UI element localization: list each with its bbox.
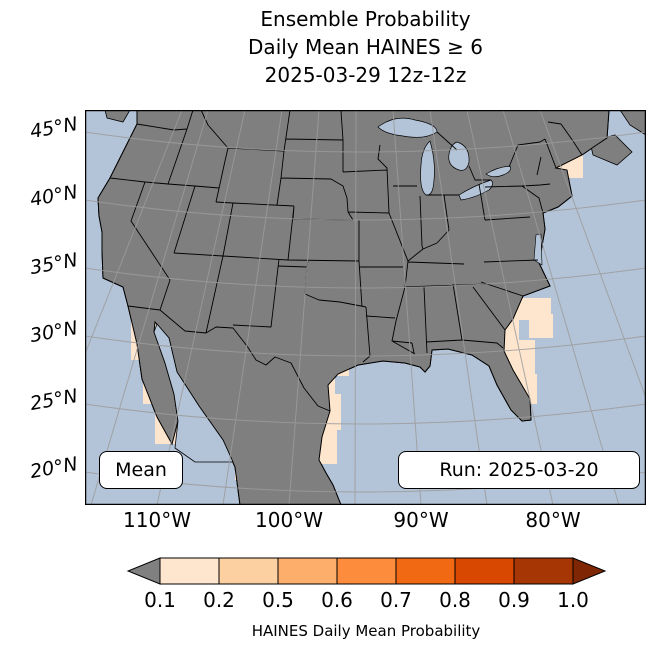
run-annotation-box: Run: 2025-03-20 (398, 451, 640, 489)
lat-label-25n: 25°N (28, 385, 80, 416)
lon-label-90w: 90°W (393, 508, 449, 532)
colorbar-segment (218, 557, 279, 585)
colorbar-segment (277, 557, 338, 585)
colorbar-tick: 0.2 (203, 588, 235, 612)
probability-cell (529, 314, 553, 338)
colorbar-segment (336, 557, 397, 585)
lat-label-40n: 40°N (28, 181, 80, 212)
colorbar-segment (395, 557, 456, 585)
colorbar-tick: 0.5 (262, 588, 294, 612)
lon-label-110w: 110°W (123, 508, 191, 532)
colorbar-tick: 0.8 (439, 588, 471, 612)
colorbar-tick: 0.6 (321, 588, 353, 612)
graticule (84, 109, 647, 506)
title-line-1: Ensemble Probability (260, 7, 471, 31)
title-line-2: Daily Mean HAINES ≥ 6 (248, 35, 483, 59)
colorbar-under-arrow (126, 557, 161, 585)
colorbar-segment (454, 557, 515, 585)
mean-label: Mean (115, 459, 167, 481)
map-frame (84, 109, 647, 506)
lat-label-45n: 45°N (28, 113, 80, 144)
lat-label-30n: 30°N (28, 317, 80, 348)
map-canvas (84, 109, 647, 506)
map-svg (84, 109, 647, 506)
colorbar-tick: 0.7 (380, 588, 412, 612)
run-label: Run: 2025-03-20 (439, 459, 599, 481)
lake-ontario (485, 165, 512, 178)
lon-label-100w: 100°W (255, 508, 323, 532)
colorbar (126, 557, 607, 585)
colorbar-segment (159, 557, 220, 585)
colorbar-label: HAINES Daily Mean Probability (251, 622, 481, 640)
title-line-3: 2025-03-29 12z-12z (264, 63, 467, 87)
colorbar-tick: 0.9 (498, 588, 530, 612)
gulf-of-california (153, 323, 234, 463)
lake-erie (458, 179, 493, 201)
mean-annotation-box: Mean (99, 451, 183, 489)
colorbar-tick: 1.0 (557, 588, 589, 612)
colorbar-segment (513, 557, 574, 585)
colorbar-tick: 0.1 (144, 588, 176, 612)
lat-label-20n: 20°N (28, 453, 80, 484)
colorbar-over-arrow (572, 557, 607, 585)
lat-label-35n: 35°N (28, 249, 80, 280)
lon-label-80w: 80°W (525, 508, 581, 532)
